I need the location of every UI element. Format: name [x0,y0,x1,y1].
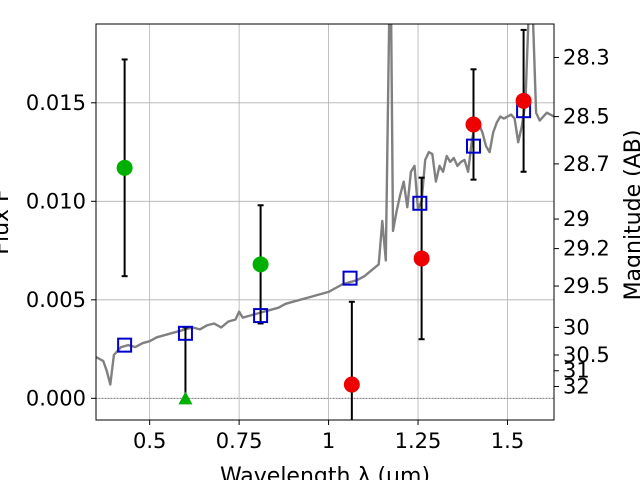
photometry-square-marker [412,195,428,211]
y-tick-label: 0.010 [26,189,86,213]
measurement-circle-marker [465,116,482,133]
right-tick-label: 28.3 [563,45,610,69]
measurement-circle-marker [343,376,360,393]
data-markers [116,92,532,405]
y-tick-label: 0.005 [26,288,86,312]
x-axis-ticks: 0.5 0.75 1 1.25 1.5 [133,420,524,453]
right-tick-label: 31 [563,359,590,383]
y-axis-label-right: Magnitude (AB) [621,130,640,301]
x-tick-label: 1.5 [491,429,524,453]
right-tick-label: 30 [563,315,590,339]
right-tick-label: 29.5 [563,274,610,298]
x-tick-label: 1.25 [395,429,442,453]
right-tick-label: 28.7 [563,152,610,176]
photometry-square-marker [177,325,193,341]
model-spectrum-line [96,24,554,386]
measurement-circle-marker [515,92,532,109]
right-tick-label: 28.5 [563,105,610,129]
measurement-circle-marker [413,250,430,267]
photometry-square-marker [117,337,133,353]
y-axis-label-left: Flux F [0,189,14,254]
photometry-square-marker [253,308,269,324]
x-tick-label: 1 [322,429,335,453]
plot-frame [95,23,555,421]
right-tick-label: 29 [563,207,590,231]
y-axis-ticks: 0.000 0.005 0.010 0.015 [26,91,96,410]
x-tick-label: 0.5 [133,429,166,453]
photometry-square-marker [342,270,358,286]
x-axis-label: Wavelength λ (μm) [220,464,430,480]
y-tick-label: 0.000 [26,386,86,410]
photometry-square-marker [465,138,481,154]
right-tick-label: 32 [563,375,590,399]
measurement-circle-marker [252,256,269,273]
right-tick-label: 30.5 [563,343,610,367]
grid-lines [96,24,554,420]
measurement-circle-marker [116,159,133,176]
right-tick-label: 29.2 [563,237,610,261]
y-tick-label: 0.015 [26,91,86,115]
upper-limit-triangle-marker [178,391,193,405]
x-tick-label: 0.75 [216,429,263,453]
